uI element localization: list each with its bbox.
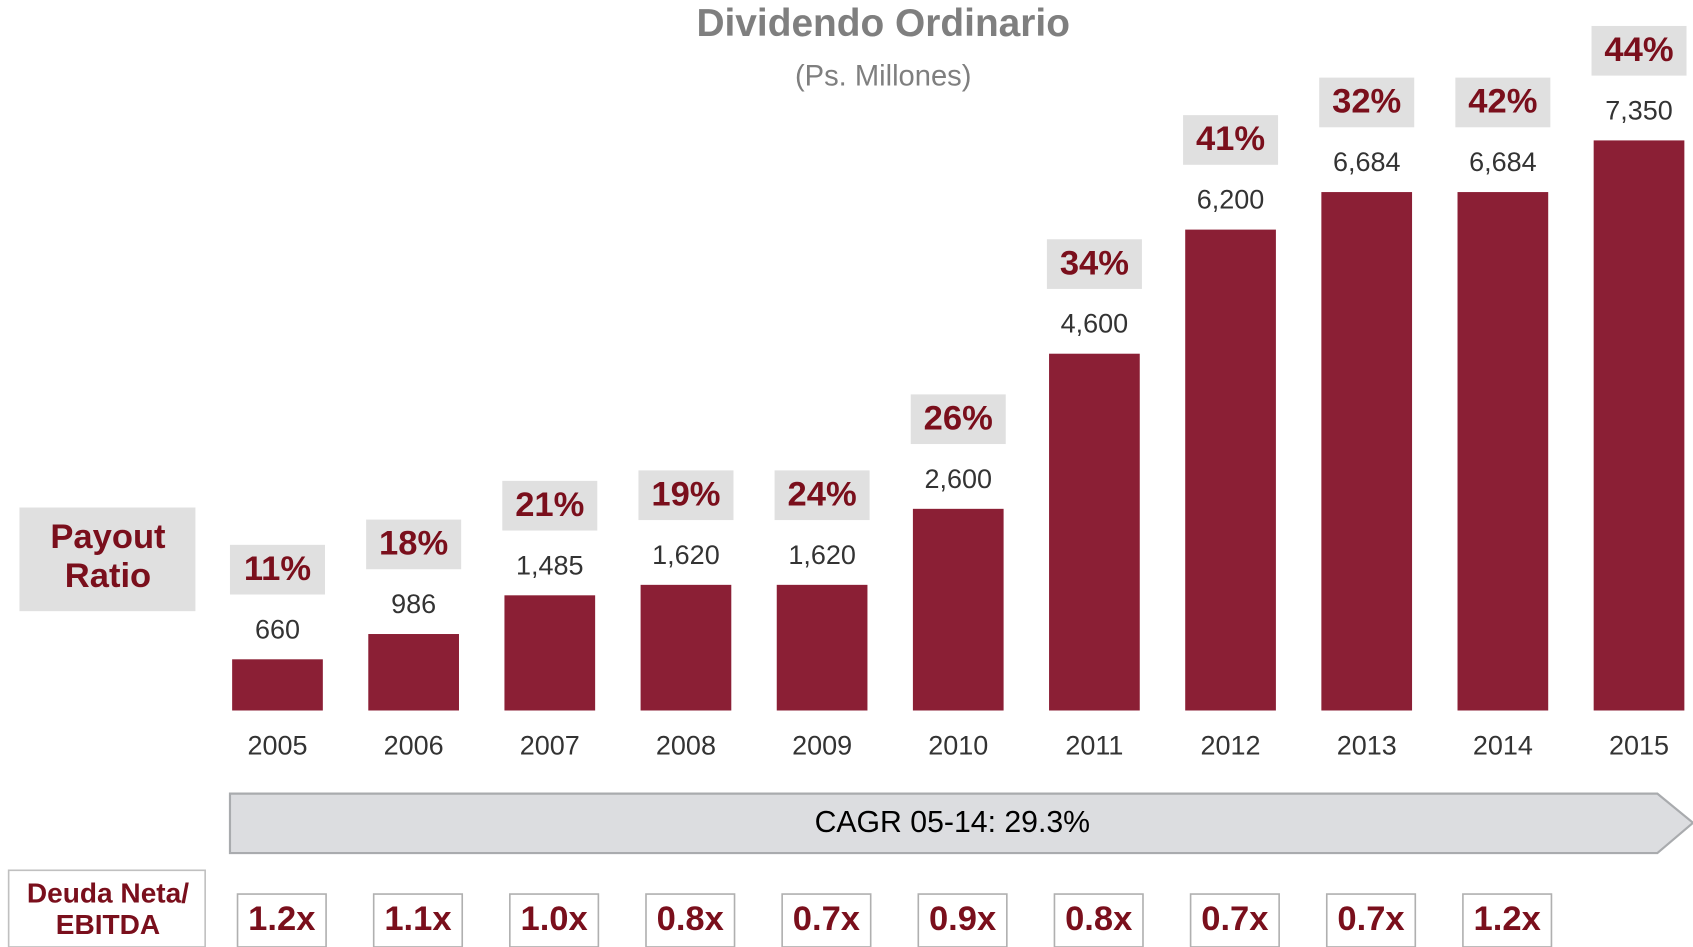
x-tick-label: 2005 [247,730,307,760]
bar [1457,192,1549,711]
bar [640,584,732,711]
payout-label: 11% [244,550,311,588]
value-label: 1,620 [652,540,720,570]
deuda-box [1462,893,1553,947]
deuda-box [917,893,1008,947]
deuda-value: 1.2x [248,900,315,938]
value-label: 660 [255,614,300,644]
payout-box [1319,77,1415,128]
deuda-value: 1.1x [384,900,451,938]
deuda-value: 0.7x [793,900,860,938]
value-label: 6,684 [1333,147,1401,177]
value-label: 6,684 [1469,147,1537,177]
bar [368,634,459,711]
payout-label: 41% [1196,120,1265,158]
payout-box [1046,239,1142,289]
payout-label: 21% [515,486,584,524]
payout-label: 19% [651,475,720,513]
payout-box [774,470,870,521]
cagr-annotation: CAGR 05-14: 29.3% [815,806,1090,839]
payout-label: 24% [788,475,857,513]
x-tick-label: 2014 [1473,730,1533,760]
deuda-value: 0.7x [1201,900,1268,938]
deuda-box [1053,893,1144,947]
deuda-box [236,893,327,947]
value-label: 2,600 [924,464,992,494]
deuda-box [1189,893,1280,947]
deuda-value: 0.8x [657,900,724,938]
bar [1593,140,1685,711]
value-label: 1,485 [516,550,584,580]
x-tick-label: 2013 [1337,730,1397,760]
x-tick-label: 2008 [656,730,716,760]
payout-label: 44% [1604,31,1673,69]
payout-box [1455,77,1551,128]
x-tick-label: 2012 [1201,730,1261,760]
payout-box [638,470,734,521]
payout-label: 32% [1332,83,1401,121]
deuda-value: 0.7x [1337,900,1404,938]
payout-label: 42% [1468,83,1537,121]
bar [1321,192,1413,711]
payout-label: 18% [379,525,448,563]
deuda-label-box [7,869,206,947]
deuda-box [1325,893,1417,947]
x-tick-label: 2009 [792,730,852,760]
x-tick-label: 2007 [520,730,580,760]
x-tick-label: 2015 [1609,730,1669,760]
deuda-box [372,893,464,947]
payout-box [910,394,1006,445]
x-tick-label: 2006 [384,730,444,760]
deuda-value: 1.2x [1474,900,1541,938]
value-label: 7,350 [1605,95,1673,125]
chart-subtitle: (Ps. Millones) [795,60,972,92]
deuda-box [509,893,600,947]
payout-label-box [19,507,196,612]
payout-box [1591,25,1687,76]
payout-box [366,519,462,570]
x-tick-label: 2011 [1065,730,1123,760]
payout-label: Ratio [65,557,151,595]
payout-box [502,480,598,531]
bar [776,584,868,711]
payout-label: 26% [924,399,993,437]
chart-title: Dividendo Ordinario [696,2,1070,45]
deuda-value: 0.8x [1065,900,1132,938]
value-label: 4,600 [1061,309,1129,339]
value-label: 1,620 [788,540,856,570]
payout-box [1183,115,1279,165]
bar [232,659,323,711]
deuda-box [781,893,872,947]
deuda-label: EBITDA [56,909,160,940]
payout-label: 34% [1060,244,1129,282]
deuda-label: Deuda Neta/ [27,878,189,909]
bar [1049,353,1140,711]
value-label: 6,200 [1197,185,1265,215]
payout-label: Payout [50,518,166,556]
bar [504,595,596,711]
value-label: 986 [391,589,436,619]
deuda-value: 1.0x [520,900,587,938]
x-tick-label: 2010 [928,730,988,760]
payout-box [229,544,325,595]
cagr-arrow [228,792,1693,855]
deuda-value: 0.9x [929,900,996,938]
bar [912,508,1004,711]
bar [1185,229,1276,711]
